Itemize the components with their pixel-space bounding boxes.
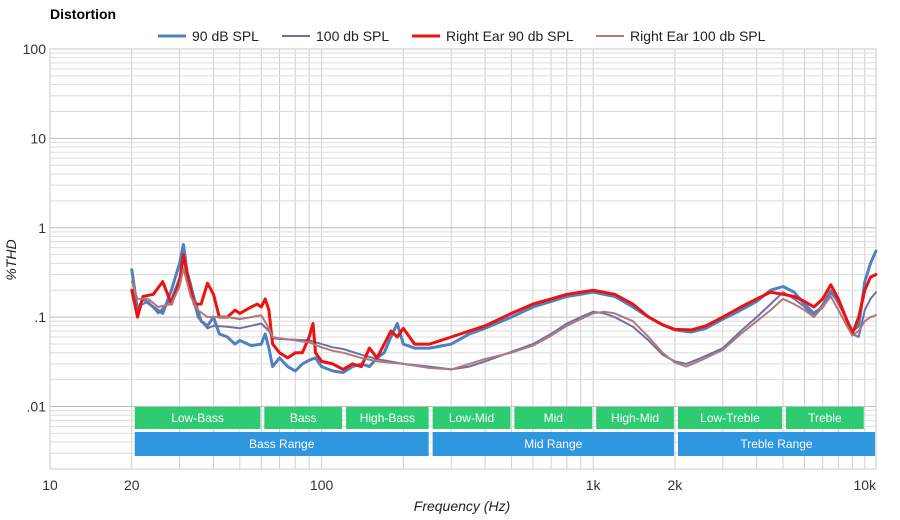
band-label: Mid Range: [524, 437, 582, 451]
x-axis-ticks: 10 20 100 1k 2k 10k: [42, 477, 877, 493]
y-tick-label: 1: [38, 220, 46, 236]
band-high-bass: [346, 407, 429, 429]
band-label: High-Mid: [611, 411, 659, 425]
band-label: Low-Bass: [171, 411, 224, 425]
legend: 90 dB SPL 100 db SPL Right Ear 90 db SPL Ri…: [158, 28, 766, 44]
band-label: Low-Treble: [700, 411, 760, 425]
band-high-mid: [596, 407, 674, 429]
band-low-treble: [677, 407, 783, 429]
band-bass: [264, 407, 343, 429]
band-label: Treble: [808, 411, 842, 425]
y-tick-label: .01: [27, 399, 47, 415]
band-label: Bass Range: [249, 437, 315, 451]
y-tick-label: .1: [34, 309, 46, 325]
band-mid-range: [432, 432, 674, 456]
series-lines: [130, 243, 878, 374]
legend-entry: 100 db SPL: [316, 28, 389, 44]
band-label: Mid: [544, 411, 563, 425]
band-low-mid: [432, 407, 511, 429]
band-low-bass: [134, 407, 261, 429]
legend-entry: Right Ear 100 db SPL: [630, 28, 766, 44]
legend-entry: 90 dB SPL: [192, 28, 259, 44]
y-axis-label: %THD: [3, 239, 19, 280]
plot-frame: [49, 48, 877, 470]
x-axis-label: Frequency (Hz): [414, 498, 510, 514]
band-treble: [786, 407, 864, 429]
band-label: Low-Mid: [449, 411, 494, 425]
series-line-4: [130, 267, 877, 371]
band-label: Bass: [290, 411, 317, 425]
legend-entry: Right Ear 90 db SPL: [446, 28, 574, 44]
y-tick-label: 10: [30, 130, 46, 146]
band-label: Treble Range: [740, 437, 813, 451]
x-tick-label: 20: [124, 477, 140, 493]
series-line-1: [130, 243, 878, 374]
chart-title: Distortion: [50, 6, 116, 22]
x-tick-label: 1k: [586, 477, 602, 493]
series-line-3: [130, 253, 878, 371]
band-bass-range: [134, 432, 429, 456]
frequency-bands: Low-Bass Bass High-Bass Low-Mid Mid High-Mid L…: [134, 407, 875, 456]
y-tick-label: 100: [23, 41, 47, 57]
x-tick-label: 10: [42, 477, 58, 493]
x-tick-label: 10k: [853, 477, 877, 493]
band-mid: [514, 407, 593, 429]
band-treble-range: [677, 432, 875, 456]
x-tick-label: 2k: [668, 477, 684, 493]
band-label: High-Bass: [360, 411, 415, 425]
y-axis-ticks: 100 10 1 .1 .01: [23, 41, 47, 415]
x-tick-label: 100: [310, 477, 334, 493]
